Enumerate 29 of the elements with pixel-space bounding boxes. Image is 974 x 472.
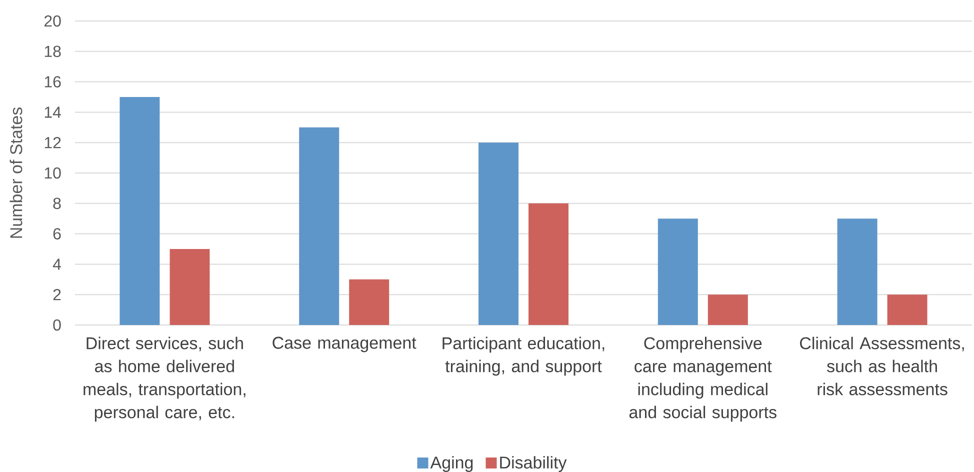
bar <box>478 142 519 325</box>
y-tick-label: 14 <box>44 106 61 118</box>
y-tick-label: 8 <box>53 198 61 210</box>
legend-label: Disability <box>500 456 567 472</box>
legend-label: Aging <box>430 456 473 472</box>
bar <box>349 279 390 325</box>
y-tick-label: 16 <box>44 76 61 88</box>
x-tick-label: Case management <box>272 336 416 352</box>
bar <box>658 218 698 325</box>
y-tick-label: 0 <box>53 319 61 331</box>
y-tick-label: 12 <box>44 137 61 148</box>
x-tick-label: Comprehensive care management including medical and social supports <box>629 336 776 422</box>
bar <box>837 218 878 325</box>
bar <box>170 249 210 325</box>
bar <box>708 294 748 325</box>
y-tick-label: 18 <box>44 46 61 58</box>
bar <box>120 97 160 325</box>
bar <box>299 127 340 325</box>
x-tick-label: Direct services, such as home delivered meals, transportation, personal care, etc. <box>84 336 246 422</box>
y-tick-label: 10 <box>44 167 61 179</box>
y-tick-label: 2 <box>53 289 61 300</box>
x-tick-label: Clinical Assessments, such as health risk assessments <box>800 336 964 396</box>
y-tick-label: 20 <box>44 15 61 27</box>
x-tick-label: Participant education, training, and support <box>442 336 604 376</box>
y-tick-label: 4 <box>52 258 61 270</box>
y-tick-label: 6 <box>53 228 61 240</box>
bar <box>528 203 569 325</box>
bar <box>887 294 928 325</box>
y-axis-title: Number of States <box>10 107 22 238</box>
